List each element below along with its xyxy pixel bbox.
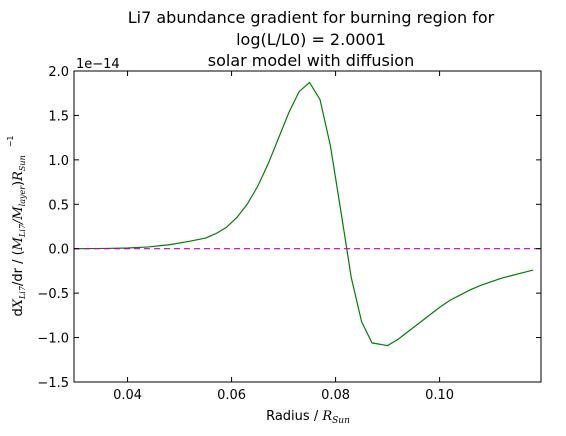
y-axis-label-prefix: d (11, 308, 26, 316)
series-layer (73, 81, 541, 347)
y-tick-label: 1.5 (48, 109, 69, 124)
y-tick-label: 1.0 (48, 154, 69, 169)
y-tick-label: 0.0 (48, 243, 69, 258)
y-axis-offset-label: 1e−14 (76, 57, 120, 72)
ticks-layer: 0.04 0.06 0.08 0.10 −1.5 −1.0 −0.5 0.0 0.5 1.0 1.5… (37, 65, 541, 403)
y-tick-label: −1.5 (37, 376, 69, 391)
y-axis-label: dXLi7/dr / (MLi7/Mlayer)RSun−1 (6, 135, 27, 316)
x-axis-label-text: Radius / (266, 409, 322, 424)
y-axis-label-m1-subscript: Li7 (18, 223, 27, 238)
x-tick-label: 0.08 (321, 388, 350, 403)
y-axis-label-r: R (11, 171, 26, 182)
plot-frame (73, 70, 542, 383)
y-axis-label-x-subscript: Li7 (18, 285, 27, 300)
x-axis-label: Radius / RSun (266, 409, 350, 426)
y-tick-label: 0.5 (48, 198, 69, 213)
y-axis-label-x-symbol: X (11, 298, 26, 309)
x-tick-label: 0.10 (425, 388, 454, 403)
x-tick-label: 0.06 (217, 388, 246, 403)
y-axis-label-close: ) (11, 181, 26, 186)
x-tick-label: 0.04 (113, 388, 142, 403)
x-axis-label-subscript: Sun (332, 416, 350, 426)
y-tick-label: −1.0 (37, 332, 69, 347)
y-axis-label-mid: /dr / ( (11, 250, 26, 286)
chart-title-line-2: log(L/L0) = 2.0001 (236, 30, 386, 49)
y-tick-label: −0.5 (37, 287, 69, 302)
y-axis-label-r-subscript: Sun (18, 155, 27, 171)
series-line (73, 81, 534, 347)
plot-area (74, 71, 541, 382)
y-axis-label-m2-subscript: layer (18, 185, 27, 207)
chart-title-line-3: solar model with diffusion (208, 51, 414, 70)
y-axis-label-m2: M (11, 206, 26, 221)
y-axis-label-m1: M (11, 236, 26, 251)
y-axis-label-slash: / (11, 218, 26, 226)
y-axis-label-exponent: −1 (6, 135, 15, 147)
chart-title-line-1: Li7 abundance gradient for burning regio… (128, 8, 495, 27)
y-tick-label: 2.0 (48, 65, 69, 80)
x-axis-label-symbol: R (321, 409, 332, 424)
